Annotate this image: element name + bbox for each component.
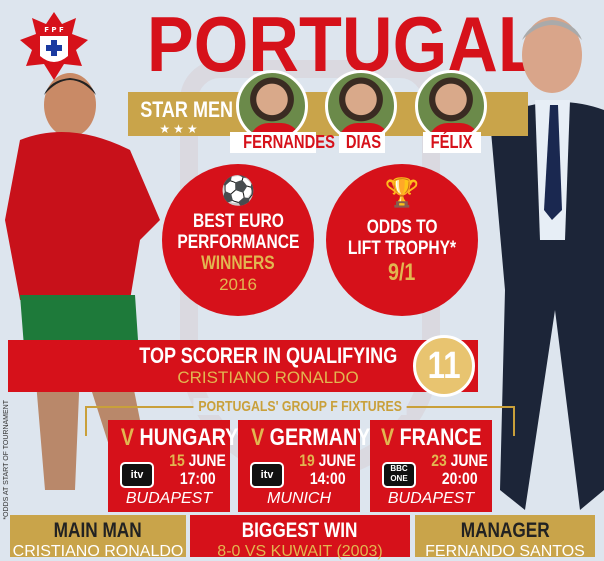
top-scorer-label: TOP SCORER IN QUALIFYING — [139, 343, 397, 368]
dias-photo — [325, 70, 397, 142]
fixture-date: 19 JUNE 14:00 — [299, 451, 356, 488]
player-name: FÉLIX — [423, 132, 481, 153]
top-scorer-goals: 11 — [413, 335, 475, 397]
player-fernandes: FERNANDES — [230, 70, 335, 153]
odds-footnote: *ODDS AT START OF TOURNAMENT — [3, 400, 10, 520]
star-men-label: STAR MEN — [140, 97, 234, 122]
itv-logo: itv — [250, 462, 284, 488]
odds-value: 9/1 — [388, 259, 416, 286]
best-euro-year: 2016 — [219, 275, 257, 294]
best-euro-result: WINNERS — [201, 253, 275, 274]
fixture-venue: BUDAPEST — [387, 490, 475, 507]
star-rating-icons: ★★★ — [159, 122, 201, 136]
top-scorer-band: TOP SCORER IN QUALIFYING CRISTIANO RONAL… — [8, 340, 478, 392]
fernandes-photo — [236, 70, 308, 142]
top-scorer-name: CRISTIANO RONALDO — [177, 368, 359, 387]
odds-circle: 🏆 ODDS TO LIFT TROPHY* 9/1 — [326, 164, 478, 316]
main-man-value: CRISTIANO RONALDO — [12, 543, 184, 560]
best-euro-circle: ⚽ BEST EURO PERFORMANCE WINNERS 2016 — [162, 164, 314, 316]
fixture-opponent: V FRANCE — [381, 424, 482, 451]
odds-heading: ODDS TO LIFT TROPHY* — [347, 217, 457, 259]
best-euro-heading: BEST EURO PERFORMANCE — [176, 211, 300, 253]
biggest-win-value: 8-0 VS KUWAIT (2003) — [217, 543, 383, 560]
main-man-box: MAIN MAN CRISTIANO RONALDO — [10, 515, 186, 560]
fixture-opponent: V HUNGARY — [120, 424, 239, 451]
page-title: PORTUGAL — [146, 0, 541, 88]
player-name: FERNANDES — [230, 132, 335, 153]
football-icon: ⚽ — [220, 175, 256, 206]
fernando-santos-photo — [490, 17, 604, 510]
fixture-hungary: V HUNGARY itv 15 JUNE 17:00 BUDAPEST — [108, 420, 239, 512]
itv-logo: itv — [120, 462, 154, 488]
biggest-win-label: BIGGEST WIN — [242, 519, 358, 542]
fixture-venue: BUDAPEST — [125, 490, 213, 507]
manager-value: FERNANDO SANTOS — [425, 543, 585, 560]
ronaldo-photo — [5, 73, 160, 490]
fpf-crest-logo: F P F — [20, 12, 88, 80]
fixtures-heading: PORTUGALS' GROUP F FIXTURES — [80, 398, 520, 415]
biggest-win-box: BIGGEST WIN 8-0 VS KUWAIT (2003) — [190, 515, 410, 560]
fixture-venue: MUNICH — [267, 490, 331, 507]
fixture-france: V FRANCE BBC ONE 23 JUNE 20:00 BUDAPEST — [370, 420, 492, 512]
player-felix: FÉLIX — [415, 70, 487, 153]
fixture-date: 23 JUNE 20:00 — [431, 451, 488, 488]
main-man-label: MAIN MAN — [53, 519, 142, 542]
fixture-opponent: V GERMANY — [251, 424, 371, 451]
trophy-icon: 🏆 — [384, 177, 420, 208]
manager-label: MANAGER — [460, 519, 550, 542]
player-dias: DIAS — [325, 70, 397, 153]
felix-photo — [415, 70, 487, 142]
svg-text:F P F: F P F — [44, 26, 64, 34]
fixture-date: 15 JUNE 17:00 — [169, 451, 226, 488]
bbc-one-logo: BBC ONE — [382, 462, 416, 488]
player-name: DIAS — [339, 132, 385, 153]
manager-box: MANAGER FERNANDO SANTOS — [415, 515, 595, 560]
fixture-germany: V GERMANY itv 19 JUNE 14:00 MUNICH — [238, 420, 371, 512]
